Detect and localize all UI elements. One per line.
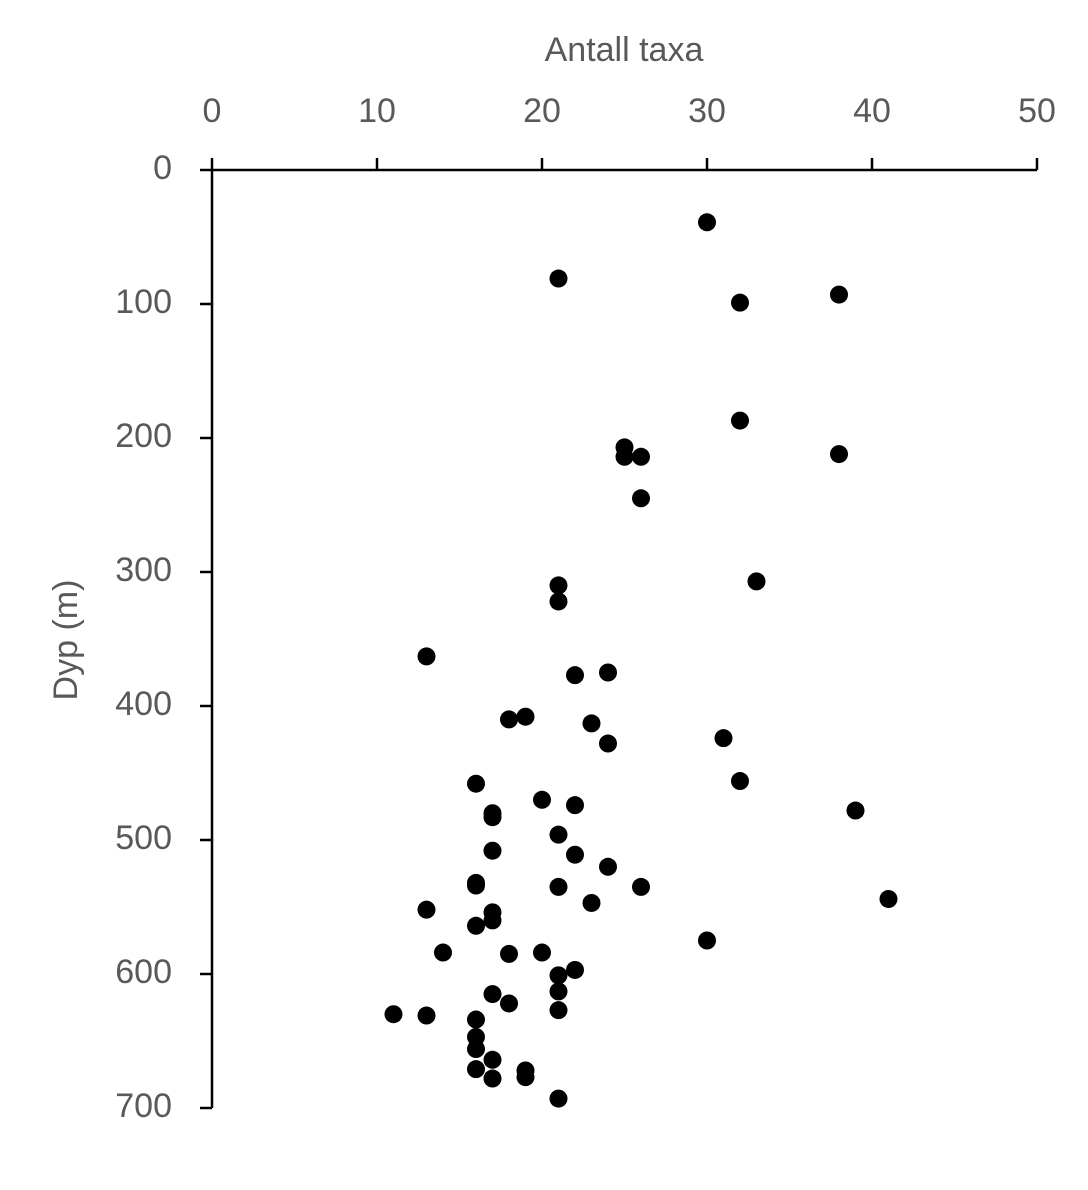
point [698,931,716,950]
point [566,845,584,864]
point [434,943,452,962]
point [549,982,568,1001]
point [483,985,502,1004]
y-tick-label: 200 [115,417,172,455]
point [417,647,436,666]
point [582,893,601,912]
point [566,796,584,815]
x-tick-label: 40 [853,92,891,130]
x-tick-label: 0 [203,92,222,130]
point [483,911,502,930]
point [830,285,848,304]
point [483,841,502,860]
point [582,714,601,733]
point [747,572,766,591]
point [549,269,568,288]
point [483,1069,502,1088]
point [516,1068,535,1087]
point [533,943,551,962]
point [731,293,749,312]
point [632,877,650,896]
point [599,663,617,682]
point [599,734,617,753]
point [467,1010,485,1029]
point [549,877,568,896]
point [500,994,518,1013]
point [830,445,848,464]
point [599,857,617,876]
point [467,876,485,895]
point [417,900,436,919]
point [549,1001,568,1020]
point [731,411,749,430]
point [731,772,749,791]
point [632,489,650,508]
point [417,1006,436,1025]
point [549,966,568,985]
point [467,774,485,793]
point [549,825,568,844]
y-tick-label: 400 [115,685,172,723]
point [467,1040,485,1059]
x-tick-label: 10 [358,92,396,130]
y-tick-label: 0 [153,149,172,187]
point [533,790,551,809]
point [483,1050,502,1069]
point [549,592,568,611]
y-tick-label: 600 [115,953,172,991]
y-tick-label: 300 [115,551,172,589]
x-tick-label: 30 [688,92,726,130]
point [483,808,502,827]
point [566,960,584,979]
point [467,916,485,935]
y-tick-label: 700 [115,1087,172,1125]
point [549,1089,568,1108]
point [549,576,568,595]
point [632,447,650,466]
point [500,944,518,963]
point [384,1005,403,1024]
y-tick-label: 500 [115,819,172,857]
x-tick-label: 20 [523,92,561,130]
point [879,889,898,908]
point [516,707,535,726]
point [698,213,716,232]
point [566,666,584,685]
x-axis-label: Antall taxa [545,31,704,69]
point [714,729,733,748]
y-tick-label: 100 [115,283,172,321]
point [846,801,865,820]
y-axis-label: Dyp (m) [47,580,85,701]
point [615,447,634,466]
x-tick-label: 50 [1018,92,1056,130]
point [467,1060,485,1079]
point [500,710,518,729]
